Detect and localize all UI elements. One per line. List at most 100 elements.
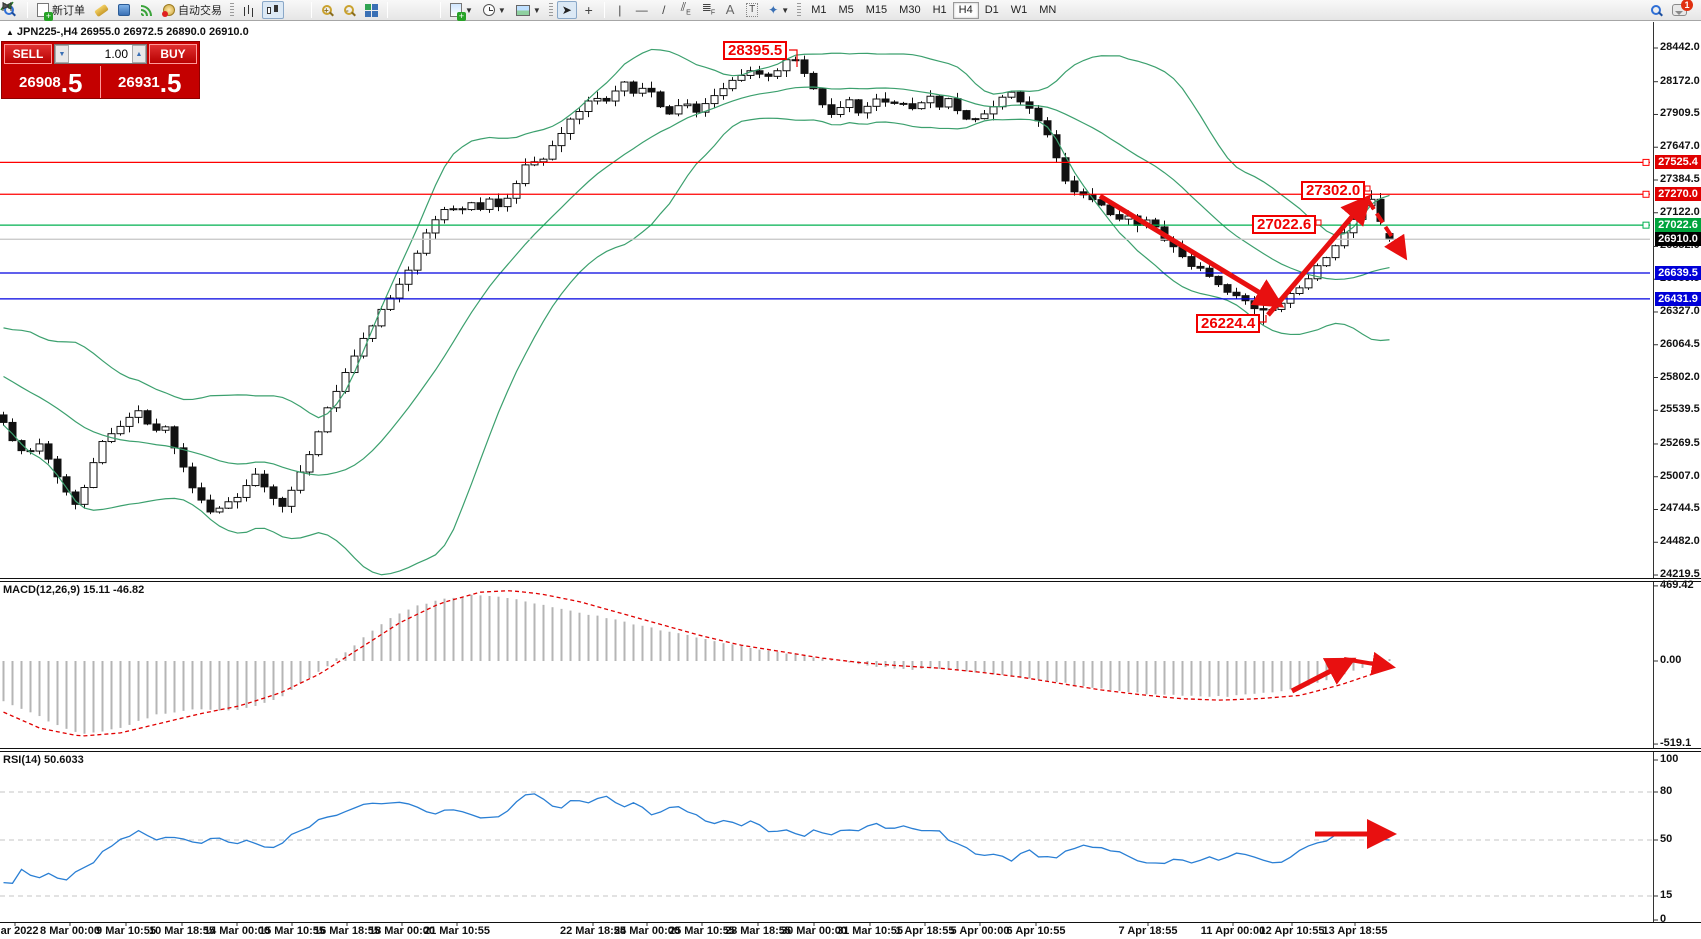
pane-separator[interactable] — [0, 578, 1701, 582]
price-line-badge: 26639.5 — [1655, 265, 1701, 280]
bar-chart-button[interactable] — [238, 1, 260, 19]
add-indicator-button[interactable]: ▼ — [446, 1, 477, 21]
profile-icon — [118, 4, 130, 16]
pane-separator[interactable] — [0, 748, 1701, 752]
timeframe-w1[interactable]: W1 — [1010, 4, 1028, 16]
timeframe-m15[interactable]: M15 — [865, 4, 888, 16]
symbol-ohlc-text: JPN225-,H4 26955.0 26972.5 26890.0 26910… — [16, 26, 249, 38]
price-annotation[interactable]: 28395.5 — [723, 41, 788, 60]
price-annotation[interactable]: 26224.4 — [1196, 314, 1261, 333]
periods-button[interactable]: ▼ — [479, 1, 510, 19]
line-chart-button[interactable] — [0, 1, 306, 19]
macd-tick: 469.42 — [1660, 578, 1694, 591]
macd-tick: -519.1 — [1660, 737, 1692, 750]
volume-stepper[interactable]: ▼ 1.00 ▲ — [54, 44, 147, 64]
bar-chart-icon — [242, 4, 256, 17]
price-tick: 26064.5 — [1660, 337, 1700, 350]
macd-arrow — [1290, 657, 1357, 694]
volume-decrease-button[interactable]: ▼ — [55, 45, 69, 63]
fibonacci-icon: ≣F — [701, 0, 715, 17]
timeframe-m5[interactable]: M5 — [838, 4, 854, 16]
volume-increase-button[interactable]: ▲ — [132, 45, 146, 63]
zoom-out-button[interactable]: - — [339, 1, 359, 19]
chevron-down-icon: ▼ — [781, 5, 790, 15]
time-axis-label: 25 Mar 10:55 — [668, 925, 736, 937]
text-icon: A — [725, 2, 735, 17]
notifications-button[interactable]: 1 — [1668, 0, 1693, 19]
price-tick: 25539.5 — [1660, 403, 1700, 416]
line-endpoint-square — [1642, 190, 1650, 198]
trendline-button[interactable]: / — [654, 1, 674, 19]
new-order-button[interactable]: 新订单 — [33, 1, 89, 21]
timeframe-mn[interactable]: MN — [1039, 4, 1057, 16]
timeframe-d1[interactable]: D1 — [984, 4, 999, 16]
price-tick: 27384.5 — [1660, 172, 1700, 185]
price-tick: 24482.0 — [1660, 535, 1700, 548]
trend-arrow — [1366, 198, 1408, 261]
one-click-expander-icon[interactable]: ▲ — [6, 28, 14, 37]
main-chart-pane — [0, 48, 1650, 576]
text-label-button[interactable]: T — [742, 1, 762, 19]
sell-price[interactable]: 26908 .5 — [2, 66, 101, 98]
profiles-button[interactable] — [114, 1, 134, 19]
crosshair-button[interactable]: + — [579, 1, 599, 19]
price-annotation[interactable]: 27302.0 — [1301, 181, 1366, 200]
text-button[interactable]: A — [720, 1, 740, 19]
cursor-button[interactable]: ➤ — [556, 1, 577, 19]
symbol-ohlc-readout[interactable]: ▲ JPN225-,H4 26955.0 26972.5 26890.0 2691… — [6, 26, 249, 38]
toolbar-separator — [603, 2, 605, 18]
signal-icon — [140, 4, 153, 17]
sell-price-main: 26908 — [19, 74, 61, 91]
sell-button[interactable]: SELL — [4, 44, 52, 64]
vertical-line-button[interactable]: | — [610, 1, 630, 19]
template-button[interactable]: ▼ — [512, 1, 545, 19]
time-axis-label: 11 Apr 00:00 — [1200, 925, 1266, 937]
timeframe-h4[interactable]: H4 — [952, 1, 979, 19]
fibonacci-button[interactable]: ≣F — [698, 1, 718, 19]
timeframe-h1[interactable]: H1 — [932, 4, 947, 16]
tile-windows-button[interactable] — [361, 1, 382, 19]
toolbar-drag-handle[interactable] — [797, 3, 802, 17]
chevron-down-icon: ▼ — [497, 5, 506, 15]
candlestick-icon — [266, 4, 280, 17]
toolbar-drag-handle[interactable] — [230, 3, 234, 17]
channel-button[interactable]: ⫽E — [676, 1, 696, 19]
broom-icon — [94, 3, 109, 17]
time-axis-label: 28 Mar 18:55 — [724, 925, 792, 937]
chart-shift-button[interactable] — [2, 1, 413, 19]
buy-price[interactable]: 26931 .5 — [101, 66, 200, 98]
buy-button[interactable]: BUY — [149, 44, 197, 64]
price-tick: 26327.0 — [1660, 304, 1700, 317]
toolbar-separator — [311, 2, 312, 18]
horizontal-line-button[interactable]: — — [632, 1, 652, 19]
vertical-line-icon: | — [618, 3, 622, 17]
candlestick-button[interactable] — [262, 1, 284, 19]
price-annotation[interactable]: 27022.6 — [1252, 215, 1317, 234]
zoom-in-button[interactable]: + — [317, 1, 337, 19]
toolbar-drag-handle[interactable] — [548, 3, 553, 17]
text-label-icon: T — [746, 3, 759, 17]
charts-grid-button[interactable] — [91, 1, 112, 19]
timeframe-m1[interactable]: M1 — [811, 4, 827, 16]
price-tick: 25269.5 — [1660, 436, 1700, 449]
volume-value[interactable]: 1.00 — [104, 47, 128, 61]
auto-trading-button[interactable]: 自动交易 — [159, 1, 226, 19]
signals-button[interactable] — [136, 1, 157, 19]
price-tick: 25802.0 — [1660, 370, 1700, 383]
toolbar: 新订单 自动交易 + — [0, 0, 1701, 21]
new-order-label: 新订单 — [52, 5, 85, 17]
cursor-icon: ➤ — [561, 3, 572, 17]
timeframe-m30[interactable]: M30 — [899, 4, 921, 16]
arrows-button[interactable]: ✦ ▼ — [764, 1, 793, 19]
time-axis-label: 6 Apr 10:55 — [1006, 925, 1066, 937]
time-axis-label: Mar 2022 — [0, 925, 39, 937]
time-axis-border — [0, 922, 1701, 923]
macd-tick: 0.00 — [1660, 654, 1682, 666]
time-axis-label: 7 Apr 18:55 — [1118, 925, 1178, 937]
search-button[interactable] — [1646, 1, 1666, 19]
time-axis-label: 18 Mar 00:00 — [368, 925, 436, 937]
zoom-out-icon: - — [344, 5, 354, 15]
auto-scroll-button[interactable] — [2, 1, 435, 19]
macd-label: MACD(12,26,9) 15.11 -46.82 — [3, 584, 145, 596]
